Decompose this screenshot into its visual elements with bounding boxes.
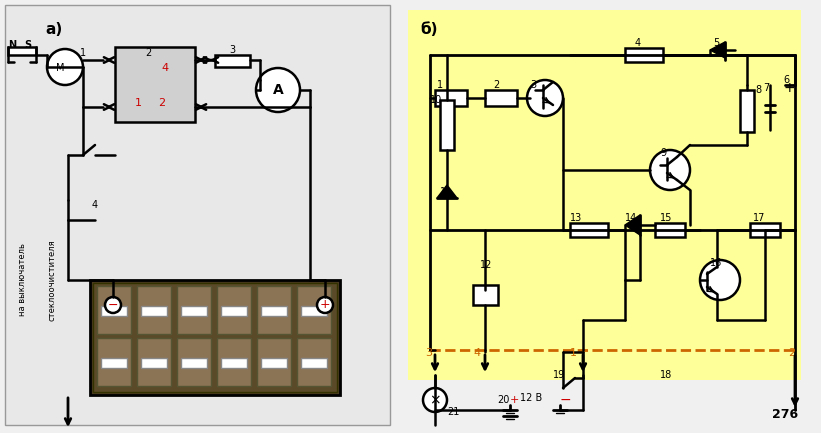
- Text: 21: 21: [447, 407, 460, 417]
- Text: 1: 1: [570, 348, 577, 358]
- Bar: [181, 358, 207, 368]
- Text: 4: 4: [635, 38, 641, 48]
- Circle shape: [650, 150, 690, 190]
- Bar: [115, 47, 195, 122]
- Bar: [750, 223, 780, 237]
- Bar: [297, 286, 331, 334]
- Text: M: M: [56, 63, 64, 73]
- Text: 2: 2: [493, 80, 499, 90]
- Bar: [177, 286, 211, 334]
- Bar: [261, 358, 287, 368]
- Text: 16: 16: [710, 258, 722, 268]
- Text: a): a): [45, 22, 62, 37]
- Text: 3: 3: [229, 45, 235, 55]
- Bar: [221, 358, 247, 368]
- Circle shape: [700, 260, 740, 300]
- Bar: [8, 47, 36, 55]
- Bar: [435, 90, 467, 106]
- Text: ×: ×: [429, 393, 441, 407]
- Text: +: +: [319, 298, 330, 311]
- Text: стеклоочистителя: стеклоочистителя: [48, 239, 57, 321]
- Text: на выключатель: на выключатель: [17, 243, 26, 317]
- Text: 18: 18: [660, 370, 672, 380]
- Text: 2: 2: [158, 98, 166, 108]
- Text: 12: 12: [480, 260, 493, 270]
- Polygon shape: [437, 185, 457, 198]
- Text: +: +: [783, 81, 795, 95]
- Polygon shape: [710, 42, 725, 58]
- Circle shape: [317, 297, 333, 313]
- Text: 3: 3: [425, 348, 432, 358]
- Text: 20: 20: [497, 395, 509, 405]
- Text: 4: 4: [92, 200, 99, 210]
- Text: 2: 2: [144, 48, 151, 58]
- Text: 15: 15: [660, 213, 672, 223]
- Circle shape: [423, 388, 447, 412]
- Bar: [215, 55, 250, 67]
- Text: 276: 276: [772, 408, 798, 421]
- Circle shape: [256, 68, 300, 112]
- Text: 12 В: 12 В: [520, 393, 542, 403]
- Text: 2: 2: [788, 348, 795, 358]
- Bar: [97, 286, 131, 334]
- Text: 13: 13: [570, 213, 582, 223]
- Bar: [141, 358, 167, 368]
- Text: 1: 1: [135, 98, 141, 108]
- Circle shape: [105, 297, 121, 313]
- Text: +: +: [510, 395, 520, 405]
- Text: −: −: [560, 393, 571, 407]
- Bar: [740, 90, 754, 132]
- Bar: [473, 285, 498, 305]
- Bar: [137, 338, 171, 386]
- Bar: [408, 10, 801, 380]
- Bar: [217, 286, 251, 334]
- Text: A: A: [273, 83, 283, 97]
- Bar: [101, 306, 127, 316]
- Bar: [655, 223, 685, 237]
- Bar: [261, 306, 287, 316]
- Circle shape: [47, 49, 83, 85]
- Text: N: N: [8, 40, 16, 50]
- Text: S: S: [25, 40, 31, 50]
- Text: 4: 4: [162, 63, 168, 73]
- Bar: [97, 338, 131, 386]
- Text: 4: 4: [473, 348, 480, 358]
- Bar: [217, 338, 251, 386]
- Bar: [570, 223, 608, 237]
- Text: 11: 11: [440, 187, 452, 197]
- Bar: [93, 283, 337, 392]
- Text: 6: 6: [783, 75, 789, 85]
- Bar: [297, 338, 331, 386]
- Text: 19: 19: [553, 370, 565, 380]
- Bar: [301, 306, 327, 316]
- Bar: [177, 338, 211, 386]
- Text: 17: 17: [753, 213, 765, 223]
- Text: −: −: [108, 298, 118, 311]
- Text: 5: 5: [713, 38, 719, 48]
- Text: 8: 8: [755, 85, 761, 95]
- Bar: [101, 358, 127, 368]
- Bar: [5, 5, 390, 425]
- Bar: [301, 358, 327, 368]
- Bar: [141, 306, 167, 316]
- Text: 10: 10: [430, 95, 443, 105]
- Polygon shape: [625, 215, 640, 235]
- Text: 1: 1: [437, 80, 443, 90]
- Circle shape: [527, 80, 563, 116]
- Bar: [257, 286, 291, 334]
- Text: 9: 9: [660, 148, 666, 158]
- Bar: [440, 100, 454, 150]
- Bar: [90, 280, 340, 395]
- Text: 7: 7: [763, 83, 769, 93]
- Bar: [181, 306, 207, 316]
- Text: б): б): [420, 22, 438, 37]
- Bar: [257, 338, 291, 386]
- Text: 14: 14: [625, 213, 637, 223]
- Text: 1: 1: [80, 48, 86, 58]
- Bar: [137, 286, 171, 334]
- Bar: [625, 48, 663, 62]
- Bar: [485, 90, 517, 106]
- Bar: [221, 306, 247, 316]
- Text: 3: 3: [530, 80, 536, 90]
